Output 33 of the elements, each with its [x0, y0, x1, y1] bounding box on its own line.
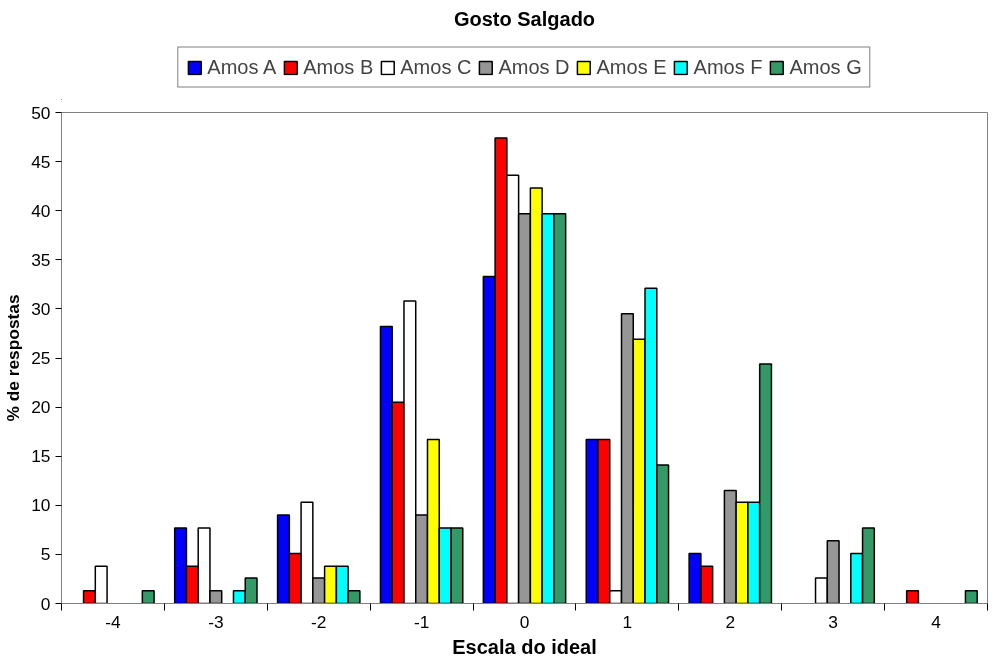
x-tick-label: 2 [725, 611, 736, 632]
bar [964, 589, 978, 604]
legend-label: Amos G [789, 55, 862, 79]
legend-label: Amos B [303, 55, 374, 79]
y-tick-label: 50 [31, 102, 51, 123]
legend-label: Amos D [498, 55, 570, 79]
x-tick-label: -1 [413, 611, 430, 632]
y-tick-label: 10 [31, 495, 51, 516]
y-tick-label: 25 [31, 348, 51, 368]
x-tick-label: -3 [208, 611, 224, 632]
x-axis-title: Escala do ideal [452, 635, 597, 658]
legend-label: Amos A [207, 55, 277, 79]
legend-label: Amos C [400, 55, 472, 79]
y-tick-label: 30 [31, 298, 51, 319]
y-tick-label: 15 [31, 446, 51, 467]
x-tick-label: -4 [105, 611, 122, 632]
x-tick-label: 3 [828, 611, 838, 632]
y-tick-label: 35 [31, 249, 51, 270]
legend-label: Amos E [596, 55, 667, 79]
bar [141, 589, 155, 604]
y-axis-title: % de respostas [3, 294, 24, 422]
legend-label: Amos F [693, 55, 763, 79]
x-tick-label: -2 [311, 611, 327, 632]
bar [905, 589, 920, 604]
x-tick-label: 4 [931, 611, 942, 632]
y-tick-label: 45 [31, 151, 51, 172]
y-tick-label: 5 [40, 544, 51, 565]
y-tick-label: 0 [40, 593, 51, 614]
chart-title: Gosto Salgado [453, 7, 596, 30]
x-tick-label: 0 [519, 611, 530, 632]
y-tick-label: 20 [31, 397, 51, 418]
x-tick-label: 1 [622, 611, 633, 632]
y-tick-label: 40 [31, 200, 51, 221]
